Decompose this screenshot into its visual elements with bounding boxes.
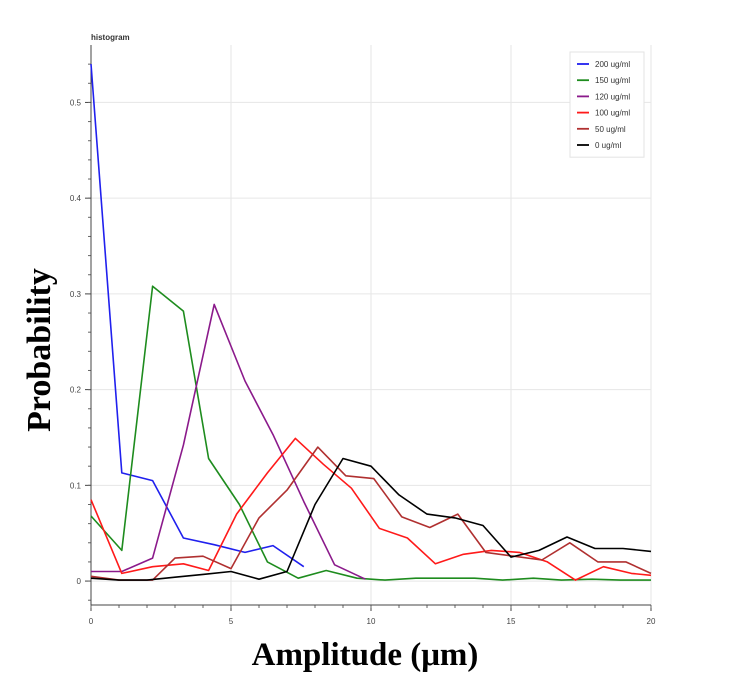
legend-box (569, 51, 645, 158)
legend-label: 100 ug/ml (595, 109, 630, 118)
series-line-150-ug-ml (90, 285, 651, 581)
legend: 200 ug/ml 150 ug/ml 120 ug/ml 100 ug/ml 50 u… (569, 51, 645, 158)
series-line-100-ug-ml (90, 437, 652, 581)
y-tick-label: 0.4 (70, 194, 82, 203)
legend-label: 0 ug/ml (595, 141, 621, 150)
legend-label: 150 ug/ml (595, 76, 630, 85)
y-tick-label: 0.1 (70, 481, 82, 490)
series-line-0-ug-ml (90, 457, 652, 581)
x-tick-label: 15 (507, 617, 516, 626)
axes: 0 5 10 15 20 0 0.1 0.2 0.3 0.4 0.5 (70, 45, 656, 626)
x-axis-label: Amplitude (μm) (252, 637, 479, 673)
y-tick-label: 0.5 (70, 98, 82, 107)
legend-label: 200 ug/ml (595, 60, 630, 69)
chart-title: histogram (91, 33, 130, 42)
legend-label: 120 ug/ml (595, 92, 630, 101)
x-tick-label: 0 (89, 617, 94, 626)
series-line-120-ug-ml (91, 303, 366, 580)
x-tick-label: 10 (367, 617, 376, 626)
x-tick-label: 5 (229, 617, 234, 626)
y-tick-label: 0 (77, 577, 82, 586)
grid-lines (90, 45, 652, 605)
series-lines (90, 64, 652, 581)
series-line-200-ug-ml (90, 64, 305, 568)
y-tick-label: 0.2 (70, 386, 82, 395)
x-tick-label: 20 (647, 617, 656, 626)
y-tick-label: 0.3 (70, 290, 82, 299)
series-line-50-ug-ml (90, 446, 652, 581)
y-axis-label: Probability (21, 268, 58, 432)
legend-label: 50 ug/ml (595, 125, 626, 134)
